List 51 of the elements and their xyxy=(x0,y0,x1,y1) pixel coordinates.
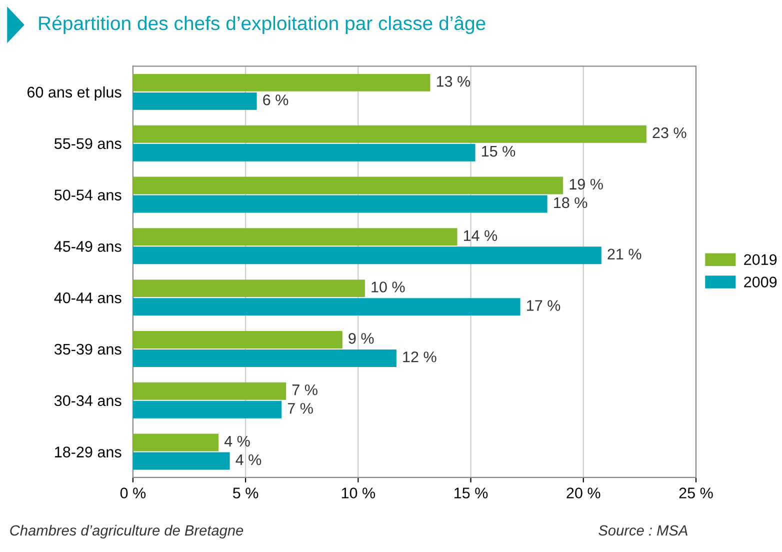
bar xyxy=(132,195,548,213)
data-label: 17 % xyxy=(527,300,560,311)
bar xyxy=(132,176,564,194)
data-label: 6 % xyxy=(263,94,288,106)
y-tick-label: 60 ans et plus xyxy=(27,86,122,101)
x-tick-label: 10 % xyxy=(342,488,376,498)
data-label: 19 % xyxy=(570,178,603,190)
x-tick-label: 5 % xyxy=(232,488,258,498)
x-tick-label: 25 % xyxy=(679,488,713,498)
legend-label: 2019 xyxy=(744,254,777,266)
y-tick-label: 55-59 ans xyxy=(54,138,122,150)
bar xyxy=(132,246,602,264)
data-label: 4 % xyxy=(236,454,262,466)
y-tick-label: 30-34 ans xyxy=(54,395,122,406)
data-label: 7 % xyxy=(292,384,318,396)
data-label: 18 % xyxy=(554,197,588,208)
y-tick-label: 45-49 ans xyxy=(54,241,122,252)
text: Chambres d’agriculture de Bretagne xyxy=(10,524,244,538)
source-note: Source : MSA xyxy=(598,525,688,536)
data-label: 12 % xyxy=(403,352,436,362)
x-tick-label: 0 % xyxy=(120,488,146,498)
y-tick-label: 50-54 ans xyxy=(54,190,122,200)
y-tick-label: 35-39 ans xyxy=(54,344,122,355)
data-label: 7 % xyxy=(288,402,313,414)
bar xyxy=(132,330,342,348)
x-tick-label: 15 % xyxy=(454,488,488,498)
bar xyxy=(132,74,430,92)
chart-title: Répartition des chefs d’exploitation par classe d’âge xyxy=(39,16,486,34)
data-label: 4 % xyxy=(224,436,250,447)
bar xyxy=(132,144,476,162)
data-label: 10 % xyxy=(372,282,405,292)
y-tick-label: 40-44 ans xyxy=(54,292,122,304)
data-label: 9 % xyxy=(348,332,374,344)
bar xyxy=(132,298,520,316)
bar xyxy=(132,349,396,367)
data-label: 14 % xyxy=(464,230,498,241)
bar xyxy=(132,452,230,470)
bar xyxy=(132,125,646,143)
y-tick-label: 18-29 ans xyxy=(55,446,122,458)
data-label: 13 % xyxy=(436,76,470,87)
bar xyxy=(132,400,282,418)
data-label: 21 % xyxy=(608,248,642,260)
bar xyxy=(132,92,257,110)
bar xyxy=(132,280,365,298)
legend-label: 2009 xyxy=(744,276,777,288)
data-label: 23 % xyxy=(652,127,686,138)
bar xyxy=(132,228,458,246)
data-label: 15 % xyxy=(482,146,516,157)
bar xyxy=(132,382,286,400)
x-tick-label: 20 % xyxy=(566,488,600,498)
bar xyxy=(132,434,219,452)
